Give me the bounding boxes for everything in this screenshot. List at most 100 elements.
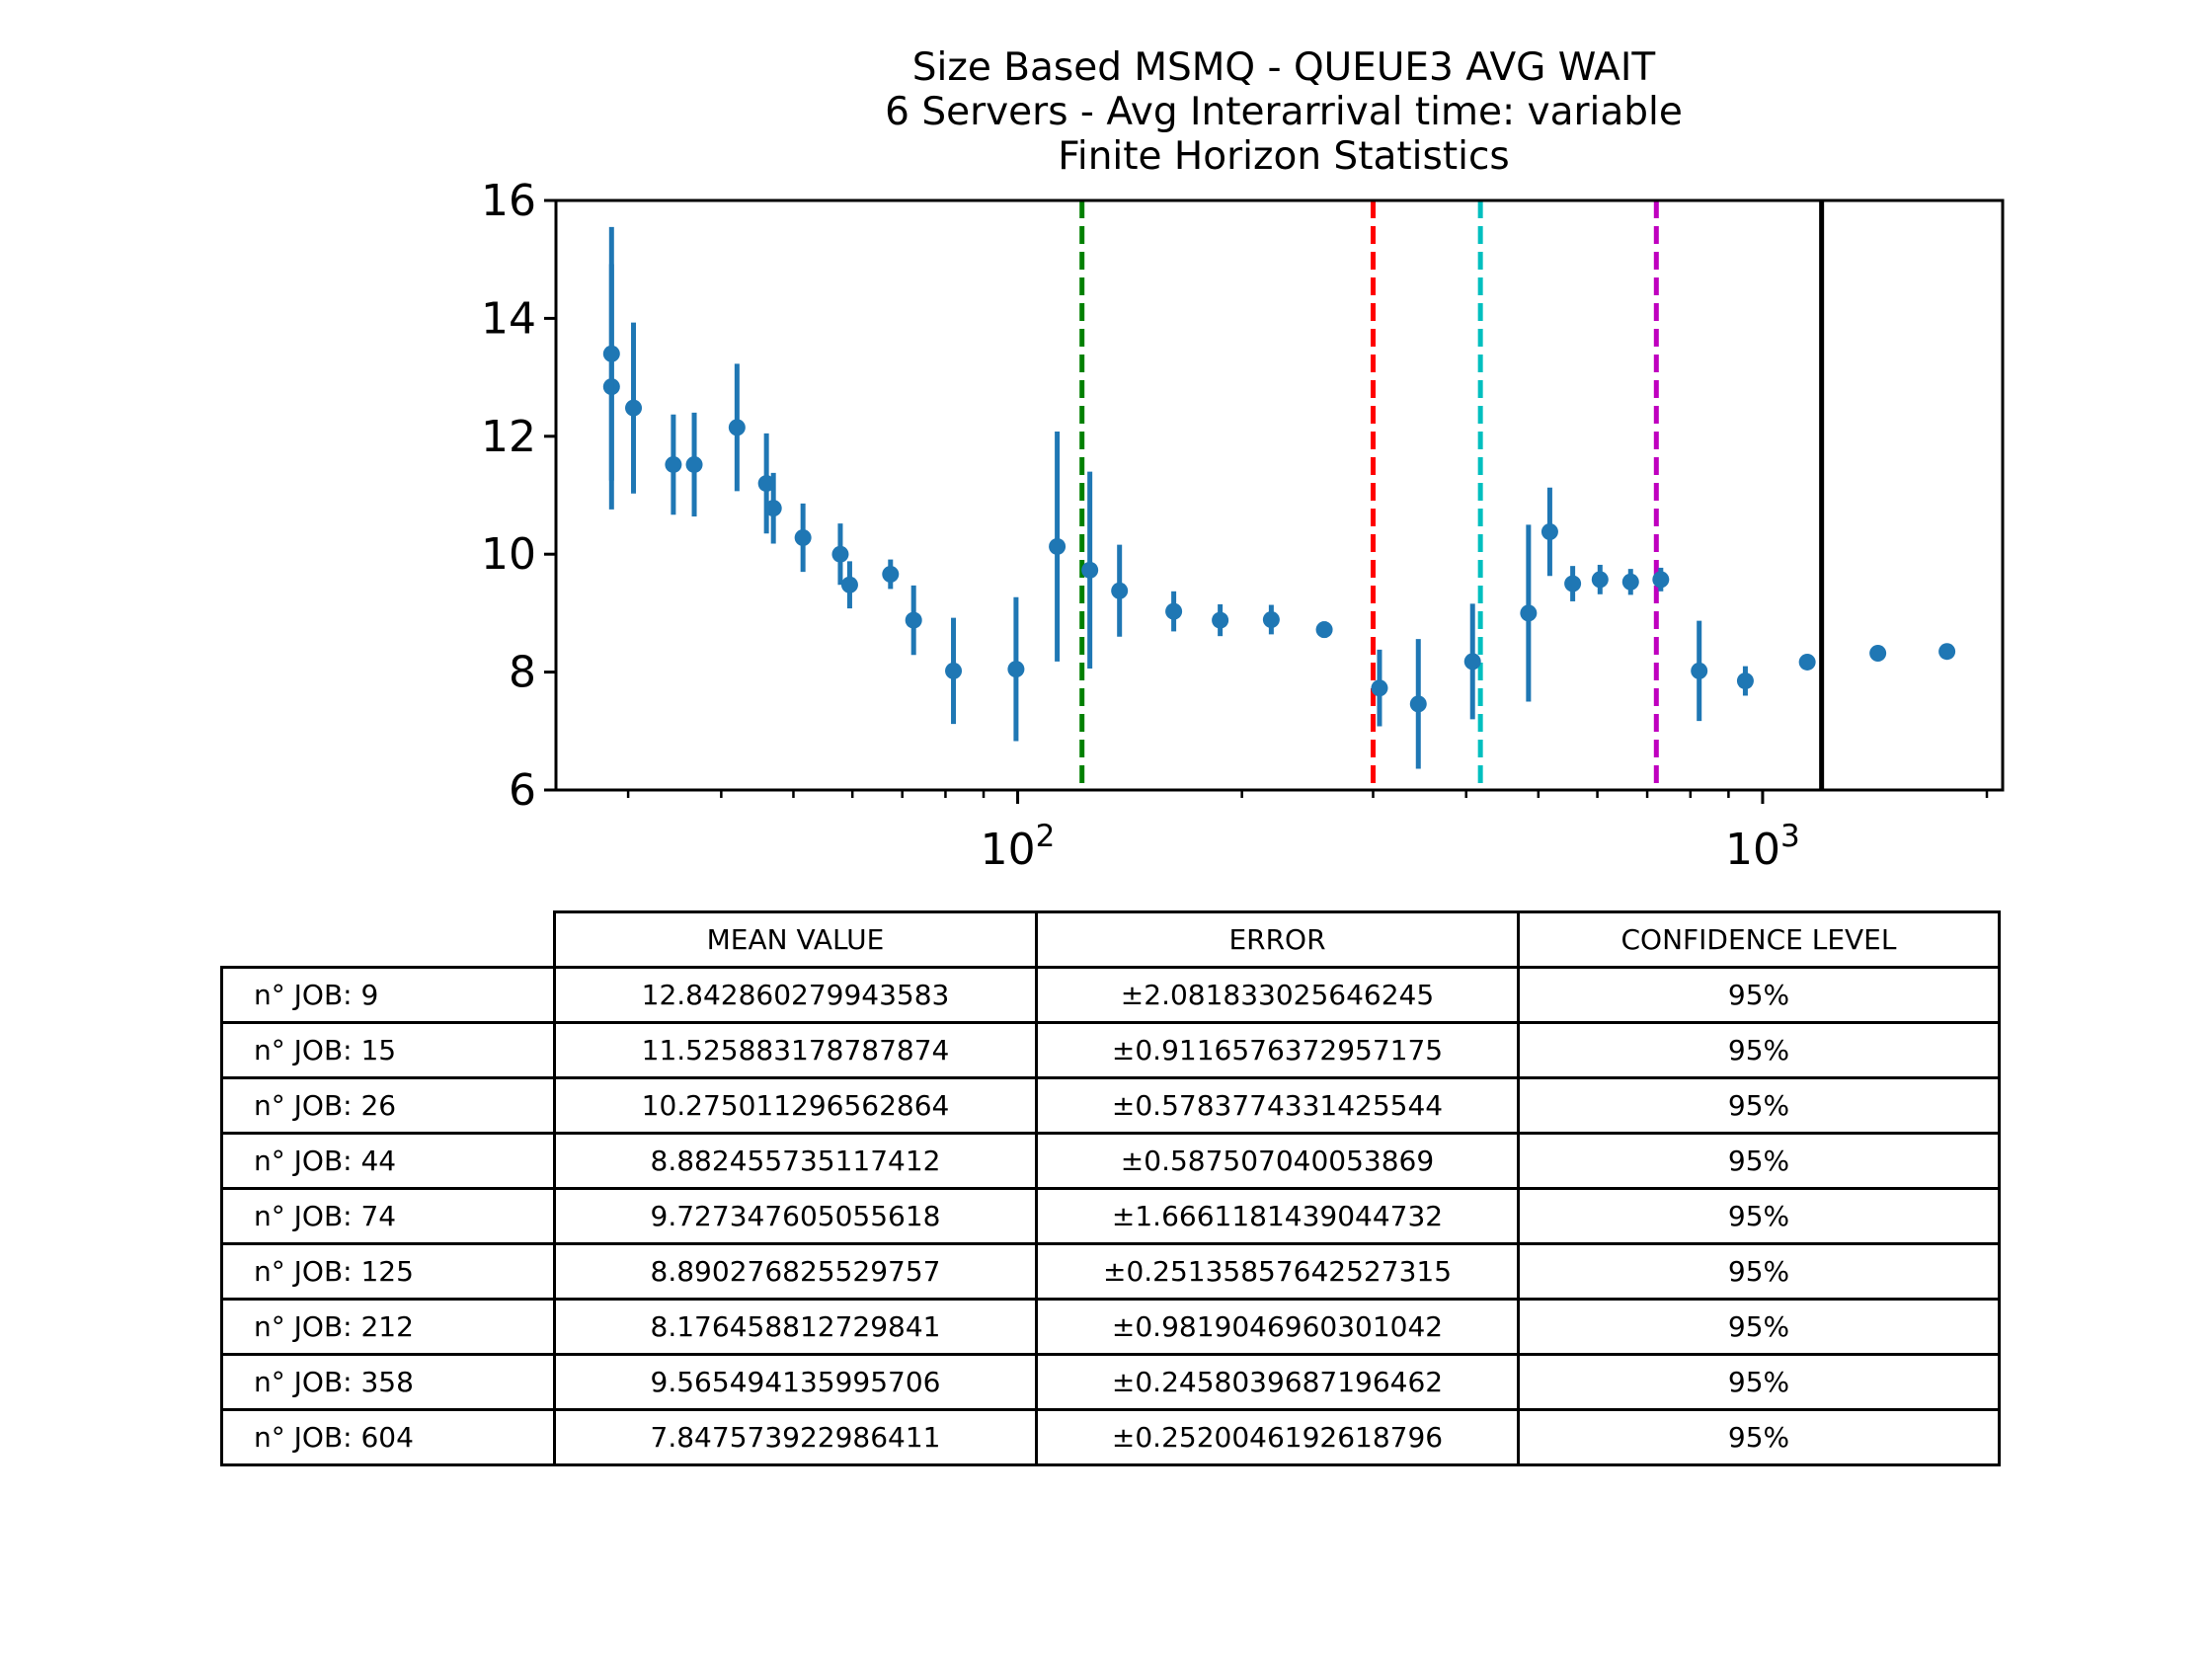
confidence-cell: 95%: [1519, 1410, 2000, 1465]
table-row: n° JOB: 44 8.882455735117412 ±0.5875070400…: [222, 1134, 2000, 1189]
point-marker: [1799, 654, 1816, 671]
data-point: [1263, 605, 1280, 635]
data-point: [1622, 569, 1639, 594]
point-marker: [1592, 571, 1609, 588]
x-tick-exponent: 2: [1036, 819, 1056, 854]
data-point: [795, 504, 812, 572]
y-tick-label: 12: [481, 412, 536, 462]
data-point: [945, 618, 962, 724]
y-tick-label: 16: [481, 176, 536, 226]
x-tick-exponent: 3: [1780, 819, 1800, 854]
data-point: [1799, 654, 1816, 671]
data-point: [1410, 639, 1427, 768]
confidence-cell: 95%: [1519, 1023, 2000, 1078]
point-marker: [1111, 583, 1128, 599]
y-tick-label: 10: [481, 529, 536, 580]
data-point: [1737, 667, 1754, 696]
data-point: [882, 560, 899, 590]
data-point: [1541, 488, 1558, 577]
point-marker: [1212, 612, 1228, 629]
point-marker: [1652, 571, 1669, 588]
point-marker: [603, 346, 620, 362]
data-point: [603, 227, 620, 481]
error-cell: ±0.5783774331425544: [1037, 1078, 1519, 1134]
data-point: [906, 586, 922, 655]
data-point: [1316, 621, 1333, 638]
data-point: [841, 561, 858, 608]
point-marker: [1165, 603, 1182, 620]
data-point: [1691, 621, 1707, 721]
confidence-cell: 95%: [1519, 1300, 2000, 1355]
mean-value-cell: 11.525883178787874: [555, 1023, 1037, 1078]
mean-value-cell: 7.847573922986411: [555, 1410, 1037, 1465]
point-marker: [765, 500, 782, 516]
point-marker: [906, 612, 922, 629]
mean-value-cell: 8.882455735117412: [555, 1134, 1037, 1189]
confidence-cell: 95%: [1519, 1355, 2000, 1410]
error-cell: ±0.9819046960301042: [1037, 1300, 1519, 1355]
error-cell: ±0.9116576372957175: [1037, 1023, 1519, 1078]
x-tick-label: 102: [981, 819, 1056, 875]
table-row: n° JOB: 125 8.890276825529757 ±0.251358576…: [222, 1244, 2000, 1300]
table-corner-cell: [222, 912, 555, 968]
row-label-cell: n° JOB: 212: [222, 1300, 555, 1355]
confidence-cell: 95%: [1519, 1078, 2000, 1134]
point-marker: [1464, 653, 1481, 670]
plot-area: 6 8 10 12 14 16 102 103: [0, 0, 2212, 889]
point-marker: [945, 663, 962, 679]
point-marker: [1410, 695, 1427, 712]
error-cell: ±1.6661181439044732: [1037, 1189, 1519, 1244]
statistics-table: MEAN VALUE ERROR CONFIDENCE LEVEL n° JOB…: [220, 910, 2001, 1466]
point-marker: [1541, 523, 1558, 540]
point-marker: [686, 456, 703, 473]
x-tick-label: 103: [1725, 819, 1800, 875]
error-cell: ±0.587507040053869: [1037, 1134, 1519, 1189]
data-point: [1007, 597, 1024, 742]
point-marker: [1564, 576, 1581, 592]
data-point: [1564, 566, 1581, 601]
mean-value-cell: 8.890276825529757: [555, 1244, 1037, 1300]
table-row: n° JOB: 604 7.847573922986411 ±0.252004619…: [222, 1410, 2000, 1465]
confidence-cell: 95%: [1519, 1189, 2000, 1244]
mean-value-cell: 12.842860279943583: [555, 968, 1037, 1023]
point-marker: [1316, 621, 1333, 638]
point-marker: [729, 419, 746, 435]
mean-value-cell: 10.275011296562864: [555, 1078, 1037, 1134]
y-tick-label: 8: [509, 648, 536, 698]
y-tick-label: 14: [481, 293, 536, 344]
table-row: n° JOB: 212 8.176458812729841 ±0.981904696…: [222, 1300, 2000, 1355]
y-tick-label: 6: [509, 765, 536, 816]
data-point: [1520, 524, 1537, 701]
data-point: [665, 415, 681, 514]
point-marker: [831, 546, 848, 563]
point-marker: [665, 456, 681, 473]
table-row: n° JOB: 15 11.525883178787874 ±0.911657637…: [222, 1023, 2000, 1078]
data-point: [625, 323, 642, 494]
point-marker: [882, 566, 899, 583]
point-marker: [1081, 562, 1098, 579]
row-label-cell: n° JOB: 74: [222, 1189, 555, 1244]
point-marker: [1869, 645, 1886, 662]
confidence-cell: 95%: [1519, 1134, 2000, 1189]
row-label-cell: n° JOB: 125: [222, 1244, 555, 1300]
reference-lines: [1082, 200, 1822, 790]
error-cell: ±0.2520046192618796: [1037, 1410, 1519, 1465]
point-marker: [795, 529, 812, 546]
table-row: n° JOB: 74 9.727347605055618 ±1.6661181439…: [222, 1189, 2000, 1244]
header-mean-value: MEAN VALUE: [555, 912, 1037, 968]
data-point: [1111, 545, 1128, 637]
data-point: [729, 363, 746, 491]
point-marker: [1049, 538, 1066, 555]
point-marker: [1938, 643, 1955, 660]
confidence-cell: 95%: [1519, 968, 2000, 1023]
point-marker: [1737, 672, 1754, 689]
mean-value-cell: 8.176458812729841: [555, 1300, 1037, 1355]
table-row: n° JOB: 9 12.842860279943583 ±2.0818330256…: [222, 968, 2000, 1023]
table-row: n° JOB: 358 9.565494135995706 ±0.245803968…: [222, 1355, 2000, 1410]
confidence-cell: 95%: [1519, 1244, 2000, 1300]
error-cell: ±0.25135857642527315: [1037, 1244, 1519, 1300]
header-confidence-level: CONFIDENCE LEVEL: [1519, 912, 2000, 968]
data-point: [1165, 592, 1182, 632]
point-marker: [841, 577, 858, 593]
row-label-cell: n° JOB: 358: [222, 1355, 555, 1410]
